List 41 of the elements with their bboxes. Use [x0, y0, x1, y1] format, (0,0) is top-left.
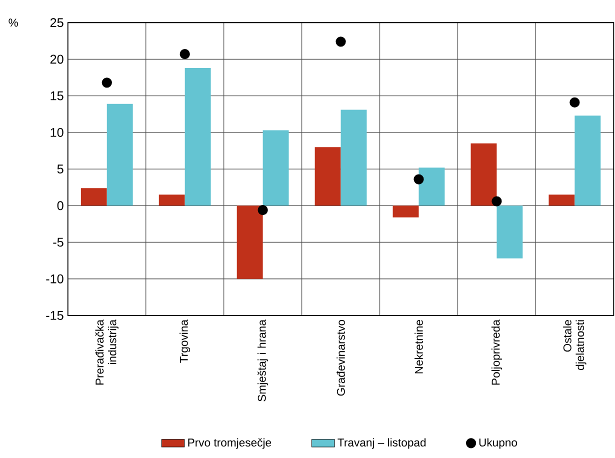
bar	[158, 194, 185, 206]
x-tick-label: Građevinarstvo	[336, 320, 345, 396]
y-tick-label: -10	[46, 274, 64, 284]
bar	[470, 143, 497, 206]
bar	[106, 104, 133, 206]
bar	[314, 147, 341, 206]
y-tick-label: 15	[50, 91, 64, 100]
x-tick-label: Prerađivačka industrija	[95, 320, 118, 385]
bar	[80, 188, 107, 206]
y-tick-label: -15	[46, 311, 64, 320]
x-tick-label: Ostale djelatnosti	[563, 320, 586, 370]
bar	[548, 194, 575, 206]
point	[414, 174, 424, 184]
legend-label: Prvo tromjesečje	[188, 438, 272, 449]
y-tick-label: 20	[50, 54, 64, 64]
point	[258, 205, 268, 216]
y-tick-label: -5	[53, 238, 64, 247]
y-axis-title: %	[8, 18, 18, 27]
x-tick-label: Poljoprivreda	[491, 320, 502, 385]
y-tick-label: 25	[50, 18, 64, 28]
bar	[392, 206, 419, 218]
x-tick-label: Nekretnine	[414, 320, 423, 374]
bar	[184, 68, 211, 206]
bar	[236, 206, 263, 279]
x-tick-label: Smještaj i hrana	[258, 320, 268, 402]
bar	[496, 206, 523, 258]
point	[492, 196, 502, 206]
y-tick-label: 0	[57, 201, 64, 210]
legend-label: Travanj – listopad	[338, 438, 426, 449]
point	[570, 97, 580, 108]
point	[102, 78, 112, 88]
bar	[262, 130, 289, 206]
x-tick-label: Trgovina	[180, 320, 190, 363]
point	[180, 49, 190, 60]
bar	[340, 110, 367, 206]
bar	[418, 168, 445, 206]
y-tick-label: 10	[50, 128, 64, 137]
y-tick-label: 5	[57, 164, 64, 174]
legend-label: Ukupno	[479, 438, 518, 449]
bar	[574, 116, 601, 206]
point	[336, 36, 346, 47]
